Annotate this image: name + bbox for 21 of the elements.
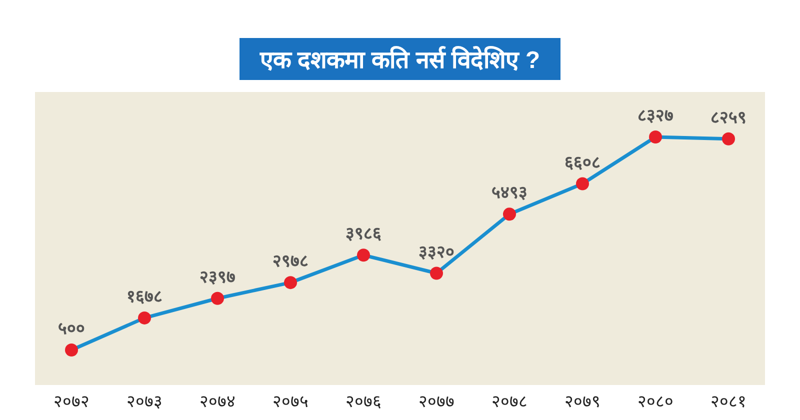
data-label: ५४९३ — [492, 183, 528, 202]
x-tick-label: २०७८ — [492, 392, 528, 411]
x-tick-label: २०७३ — [126, 392, 162, 411]
data-label: ६६०८ — [564, 152, 600, 172]
data-label: ८२५९ — [710, 108, 746, 127]
data-label: १६७८ — [126, 286, 162, 306]
x-tick-label: २०८० — [638, 392, 674, 411]
data-label: ३९८६ — [346, 224, 382, 244]
x-tick-label: २०७२ — [54, 392, 90, 411]
x-tick-label: २०७४ — [200, 392, 236, 411]
x-tick-label: २०७६ — [346, 392, 382, 411]
x-tick-label: २०७७ — [418, 392, 454, 411]
data-label: ५०० — [58, 319, 85, 338]
data-label: २९७८ — [272, 252, 308, 271]
x-tick-label: २०८१ — [710, 392, 746, 411]
chart-title: एक दशकमा कति नर्स विदेशिए ? — [259, 46, 540, 74]
data-label: ३३२० — [418, 242, 454, 262]
data-label: ८३२७ — [638, 106, 674, 125]
data-label: २३९७ — [200, 267, 236, 286]
x-tick-label: २०७५ — [272, 392, 308, 411]
x-tick-label: २०७९ — [564, 392, 600, 411]
